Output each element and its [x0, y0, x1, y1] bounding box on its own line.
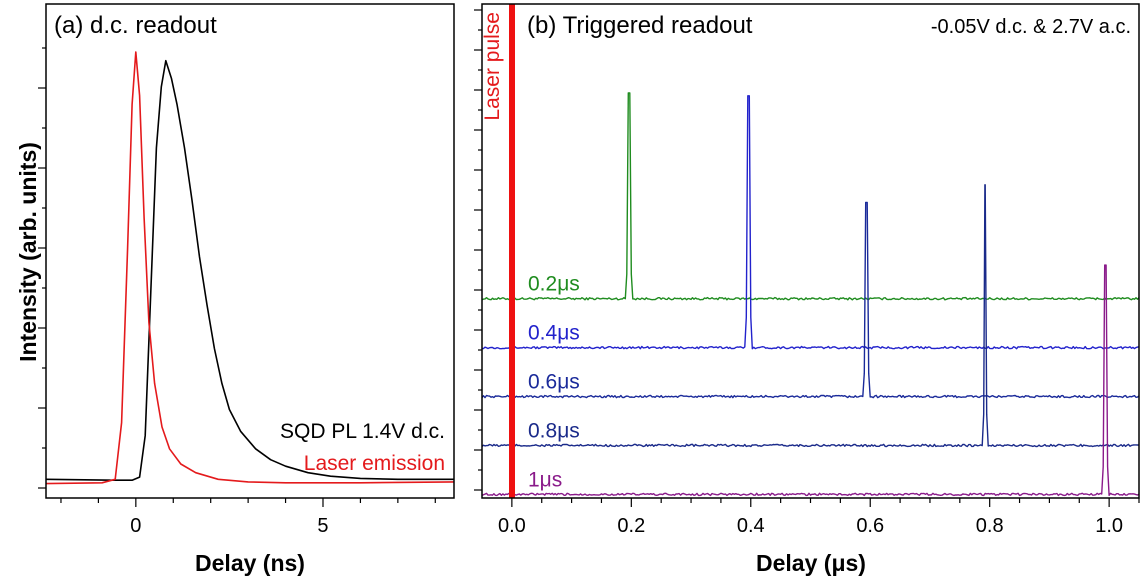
- panel-b-series-4: [481, 264, 1140, 497]
- panel-b-ticks: 0.0 0.2 0.4 0.6 0.8 1.0: [474, 9, 1140, 537]
- panel-b: 0.0 0.2 0.4 0.6 0.8 1.0 0.2μs 0.4μs 0.6μs 0.8μs 1…: [474, 3, 1140, 576]
- panel-b-trace-labels: 0.2μs 0.4μs 0.6μs 0.8μs 1μs: [528, 273, 580, 492]
- laser-pulse-label: Laser pulse: [481, 12, 504, 121]
- panel-b-series-0: [481, 92, 1140, 301]
- panel-a-series-0: [45, 59, 454, 481]
- panel-b-series-label: 0.8μs: [528, 419, 580, 442]
- panel-a-legend-laser: Laser emission: [304, 452, 445, 475]
- panel-b-series-2: [481, 201, 1140, 399]
- panel-b-annotation: -0.05V d.c. & 2.7V a.c.: [931, 16, 1131, 38]
- panel-a-frame: [45, 3, 455, 499]
- panel-b-series-label: 0.6μs: [528, 371, 580, 394]
- panel-a-x-tick-label: 5: [317, 515, 328, 537]
- panel-b-x-tick-label: 1.0: [1095, 515, 1123, 537]
- panel-b-frame: [481, 3, 1140, 499]
- panel-a: 0 5 (a) d.c. readout SQD PL 1.4V d.c. Las…: [15, 3, 455, 576]
- panel-a-traces: [45, 51, 455, 485]
- panel-b-series-label: 1μs: [528, 468, 562, 491]
- panel-b-series-3: [481, 184, 1140, 448]
- panel-b-x-tick-label: 0.6: [856, 515, 884, 537]
- laser-pulse-marker: [509, 4, 515, 498]
- panel-b-x-tick-label: 0.4: [737, 515, 765, 537]
- panel-b-x-tick-label: 0.0: [498, 515, 526, 537]
- panel-b-x-tick-label: 0.8: [976, 515, 1004, 537]
- panel-b-x-axis-label: Delay (μs): [756, 550, 866, 576]
- panel-a-title: (a) d.c. readout: [54, 12, 217, 39]
- panel-a-legend-sqd: SQD PL 1.4V d.c.: [280, 420, 445, 443]
- panel-b-series-label: 0.4μs: [528, 322, 580, 345]
- panel-a-y-axis-label: Intensity (arb. units): [15, 142, 41, 362]
- panel-b-series-1: [481, 95, 1140, 350]
- panel-a-x-axis-label: Delay (ns): [195, 550, 305, 576]
- panel-b-series-label: 0.2μs: [528, 273, 580, 296]
- panel-b-traces: [481, 92, 1140, 497]
- panel-b-x-tick-label: 0.2: [617, 515, 645, 537]
- panel-b-title: (b) Triggered readout: [527, 12, 753, 39]
- panel-a-x-tick-label: 0: [130, 515, 141, 537]
- panel-a-series-1: [45, 51, 455, 485]
